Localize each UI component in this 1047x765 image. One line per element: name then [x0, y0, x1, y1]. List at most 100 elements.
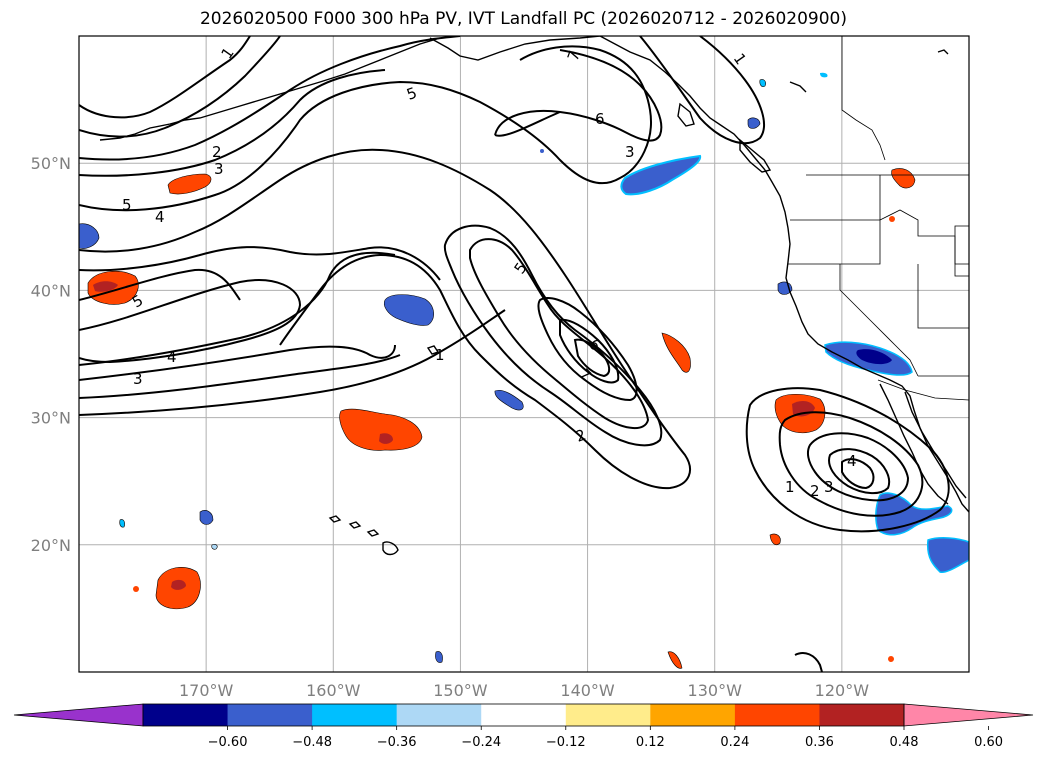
shading-region — [199, 510, 214, 525]
colorbar-tick-labels: −0.60 −0.48 −0.36 −0.24 −0.12 0.12 0.24 0.36 0.4… — [208, 726, 1003, 750]
shading-region — [79, 223, 100, 249]
contour-label: 3 — [133, 370, 143, 388]
ivt-shading — [79, 72, 969, 669]
coastline — [328, 515, 342, 523]
map-title: 2026020500 F000 300 hPa PV, IVT Landfall… — [199, 9, 847, 29]
colorbar-segment — [734, 704, 820, 726]
colorbar-tick-label: −0.36 — [377, 735, 417, 750]
pv-contour-line — [806, 432, 910, 502]
latitude-labels: 50°N 40°N 30°N 20°N — [31, 154, 71, 555]
shading-region — [759, 79, 766, 87]
shading-region — [620, 154, 702, 196]
pv-contour-line — [794, 652, 823, 672]
coastline — [99, 37, 441, 141]
shading-region — [856, 349, 892, 365]
colorbar-segment — [396, 704, 482, 726]
map-area — [79, 36, 969, 672]
coastline — [937, 49, 949, 55]
coastline — [677, 102, 695, 127]
map-frame — [78, 35, 970, 673]
pv-contour-line — [841, 458, 875, 490]
longitude-label: 170°W — [179, 681, 234, 700]
colorbar-frame — [142, 703, 905, 727]
border-line — [788, 220, 881, 265]
coastline — [879, 383, 949, 505]
longitude-label: 120°W — [815, 681, 870, 700]
pv-contour-line — [559, 318, 620, 384]
contour-label: 5 — [122, 196, 132, 214]
pv-contour-line — [79, 36, 251, 119]
pv-contours — [79, 36, 950, 672]
coastline — [739, 138, 772, 173]
coastline — [429, 36, 601, 61]
pv-contour-line — [469, 238, 650, 429]
coastline — [382, 541, 399, 556]
coastline — [789, 81, 807, 93]
colorbar-segment — [312, 704, 398, 726]
shading-region — [383, 294, 434, 326]
colorbar-segment — [565, 704, 651, 726]
colorbar-tick-label: −0.24 — [461, 735, 501, 750]
pv-contour-line — [828, 448, 891, 494]
shading-region — [667, 651, 683, 669]
shading-region — [211, 544, 218, 550]
pv-contour-line — [79, 344, 396, 381]
colorbar-segment — [650, 704, 736, 726]
pv-contour-line — [79, 69, 386, 177]
shading-region — [661, 332, 691, 373]
longitude-label: 130°W — [688, 681, 743, 700]
pv-contour-line — [79, 251, 396, 366]
coastline — [348, 521, 362, 529]
shading-region — [379, 433, 393, 444]
shading-region — [171, 579, 186, 590]
shading-region — [119, 519, 125, 528]
shading-region — [167, 173, 212, 195]
coastline — [426, 345, 440, 355]
shading-region — [888, 656, 894, 662]
negative-anomaly-regions — [79, 72, 969, 663]
shading-region — [889, 216, 895, 222]
longitude-label: 160°W — [306, 681, 361, 700]
colorbar-tick-label: 0.36 — [805, 735, 834, 750]
latitude-label: 30°N — [31, 409, 71, 428]
shading-region — [769, 533, 781, 546]
contour-label: 4 — [155, 208, 165, 226]
latitude-label: 20°N — [31, 536, 71, 555]
longitude-labels: 170°W 160°W 150°W 140°W 130°W 120°W — [179, 681, 869, 700]
colorbar-segment — [819, 704, 905, 726]
latitude-label: 40°N — [31, 281, 71, 300]
pv-contour-line — [79, 36, 281, 138]
border-line — [839, 264, 919, 377]
pv-contour-line — [778, 411, 924, 517]
longitude-label: 140°W — [560, 681, 615, 700]
pv-contour-line — [79, 45, 652, 212]
colorbar-tick-label: −0.60 — [208, 735, 248, 750]
contour-label: 2 — [212, 143, 222, 161]
shading-region — [891, 168, 916, 189]
pv-contour-line — [79, 354, 401, 399]
shading-region — [494, 389, 524, 411]
contour-label: 2 — [810, 482, 820, 500]
pv-contour-line — [443, 224, 663, 447]
border-line — [877, 379, 969, 401]
shading-region — [339, 408, 423, 451]
colorbar-tick-label: 0.48 — [890, 735, 919, 750]
contour-label: 1 — [435, 346, 445, 364]
pv-contour-line — [494, 111, 561, 137]
pv-contour-line — [639, 36, 765, 145]
contour-label: 3 — [214, 160, 224, 178]
colorbar-extend-min — [13, 703, 144, 727]
colorbar-tick-label: −0.12 — [546, 735, 586, 750]
shading-region — [926, 537, 969, 574]
colorbar-tick-label: −0.48 — [292, 735, 332, 750]
gridlines — [79, 36, 969, 672]
shading-region — [435, 651, 443, 663]
pv-contour-line — [537, 297, 638, 402]
border-line — [954, 225, 969, 277]
colorbar-extend-max — [903, 703, 1034, 727]
colorbar-tick-label: 0.60 — [974, 735, 1003, 750]
coastline — [764, 169, 969, 513]
contour-label: 3 — [824, 478, 834, 496]
border-line — [841, 36, 886, 161]
pv-contour-line — [494, 49, 663, 142]
